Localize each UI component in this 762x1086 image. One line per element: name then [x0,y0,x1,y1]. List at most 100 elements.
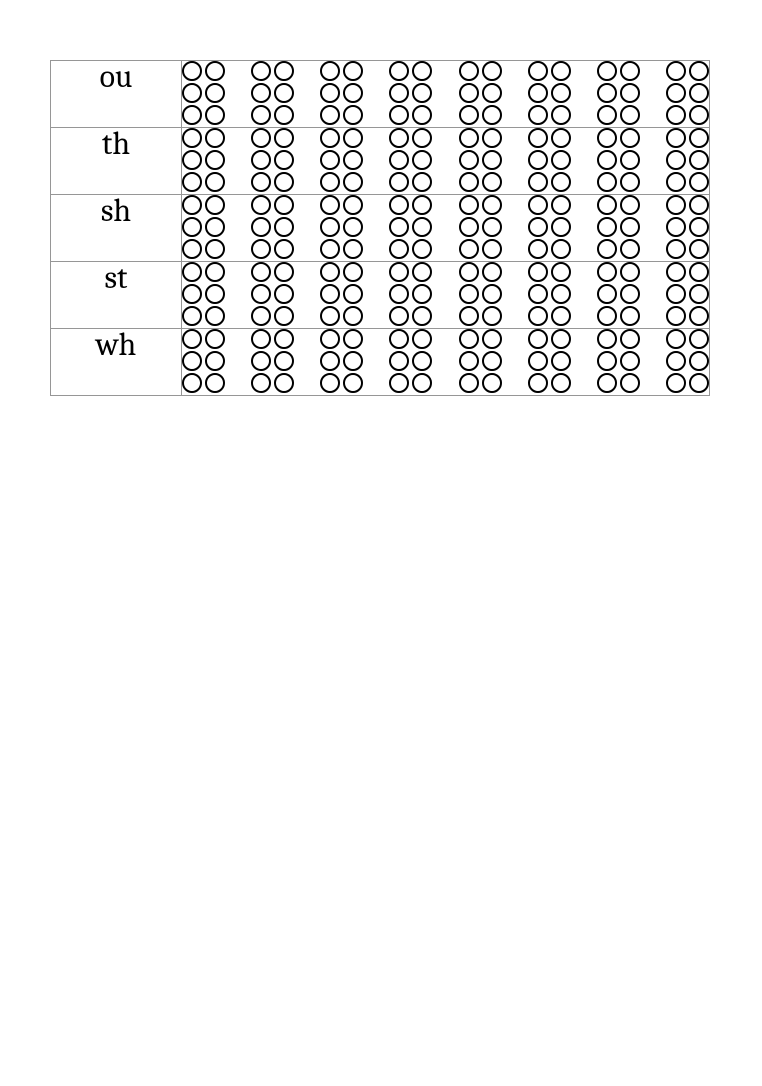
circle-icon [666,217,686,237]
circle-pair [182,61,225,81]
circle-icon [620,150,640,170]
circle-icon [274,195,294,215]
circle-icon [482,217,502,237]
circle-icon [274,373,294,393]
circle-icon [597,306,617,326]
circle-pair [251,239,294,259]
circle-icon [620,329,640,349]
circle-pair [251,262,294,282]
circle-row [182,83,709,103]
circle-icon [205,284,225,304]
circle-icon [620,105,640,125]
circle-icon [412,105,432,125]
circle-pair [389,329,432,349]
circle-icon [551,217,571,237]
circle-pair [182,373,225,393]
circle-icon [182,262,202,282]
circle-icon [459,306,479,326]
circle-pair [389,351,432,371]
circle-icon [666,262,686,282]
circle-icon [389,105,409,125]
circle-icon [551,83,571,103]
circle-icon [274,61,294,81]
circle-icon [459,195,479,215]
circle-icon [597,284,617,304]
worksheet-table: outhshstwh [50,60,710,396]
circle-pair [666,150,709,170]
circle-pair [251,128,294,148]
circle-pair [182,128,225,148]
circle-grid [182,61,710,128]
circle-grid [182,128,710,195]
circle-icon [459,262,479,282]
circle-pair [528,329,571,349]
circle-pair [528,306,571,326]
circle-icon [666,306,686,326]
circle-icon [551,61,571,81]
circle-icon [620,306,640,326]
circle-row [182,195,709,215]
circle-pair [389,217,432,237]
circle-icon [620,195,640,215]
circle-icon [689,351,709,371]
circle-icon [205,150,225,170]
circle-icon [597,61,617,81]
circle-icon [343,239,363,259]
circle-icon [597,172,617,192]
circle-icon [274,83,294,103]
circle-pair [597,128,640,148]
circle-icon [689,217,709,237]
circle-pair [389,239,432,259]
circle-icon [182,83,202,103]
circle-icon [551,306,571,326]
circle-pair [389,105,432,125]
circle-pair [666,284,709,304]
circle-icon [459,217,479,237]
circle-icon [205,172,225,192]
circle-icon [274,262,294,282]
circle-icon [459,329,479,349]
circle-icon [389,172,409,192]
circle-pair [597,150,640,170]
circle-icon [689,150,709,170]
circle-pair [666,239,709,259]
circle-icon [274,172,294,192]
circle-icon [182,351,202,371]
circle-pair [666,373,709,393]
circle-icon [528,239,548,259]
circle-icon [459,284,479,304]
circle-icon [389,284,409,304]
circle-pair [182,172,225,192]
table-body: outhshstwh [51,61,710,396]
circle-pair [597,351,640,371]
circle-icon [389,61,409,81]
circle-icon [551,128,571,148]
circle-icon [251,105,271,125]
circle-icon [528,262,548,282]
circle-icon [689,128,709,148]
circle-pair [459,105,502,125]
circle-icon [343,61,363,81]
circle-pair [251,284,294,304]
circle-icon [251,172,271,192]
circle-icon [689,306,709,326]
circle-icon [274,128,294,148]
circle-pair [182,351,225,371]
circle-icon [182,105,202,125]
circle-pair [528,217,571,237]
circle-pair [666,83,709,103]
circle-pair [182,329,225,349]
circle-icon [251,351,271,371]
circle-icon [343,195,363,215]
circle-icon [482,83,502,103]
circle-row [182,284,709,304]
circle-row [182,239,709,259]
table-row: th [51,128,710,195]
circle-icon [482,105,502,125]
circle-icon [320,373,340,393]
circle-icon [597,150,617,170]
circle-row [182,262,709,282]
circle-icon [620,172,640,192]
circle-icon [620,262,640,282]
circle-icon [182,61,202,81]
